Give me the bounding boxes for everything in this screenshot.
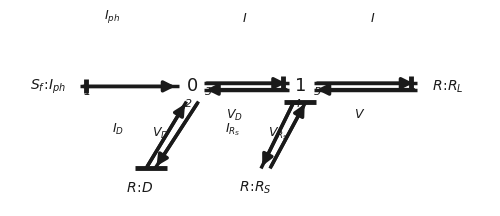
- Text: $R\!:\!D$: $R\!:\!D$: [126, 181, 154, 195]
- Text: 1: 1: [84, 87, 91, 97]
- Text: 5: 5: [314, 87, 320, 97]
- Text: $V$: $V$: [354, 108, 366, 121]
- Text: 3: 3: [205, 87, 212, 97]
- Text: $V_D$: $V_D$: [226, 108, 242, 123]
- Text: 4: 4: [294, 99, 301, 109]
- Text: $I$: $I$: [242, 12, 248, 25]
- Text: $0$: $0$: [186, 77, 198, 95]
- Text: $I_{ph}$: $I_{ph}$: [104, 8, 120, 25]
- Text: $I_{R_S}$: $I_{R_S}$: [224, 121, 240, 138]
- Text: $V_{R_S}$: $V_{R_S}$: [268, 126, 288, 142]
- Text: $I_D$: $I_D$: [112, 122, 124, 137]
- Text: $S_f\!:\!I_{ph}$: $S_f\!:\!I_{ph}$: [30, 77, 66, 95]
- Text: $R\!:\!R_L$: $R\!:\!R_L$: [432, 78, 464, 95]
- Text: $V_D$: $V_D$: [152, 126, 170, 141]
- Text: $R\!:\!R_S$: $R\!:\!R_S$: [238, 180, 272, 196]
- Text: $1$: $1$: [294, 77, 306, 95]
- Text: $I$: $I$: [370, 12, 375, 25]
- Text: 2: 2: [185, 99, 192, 109]
